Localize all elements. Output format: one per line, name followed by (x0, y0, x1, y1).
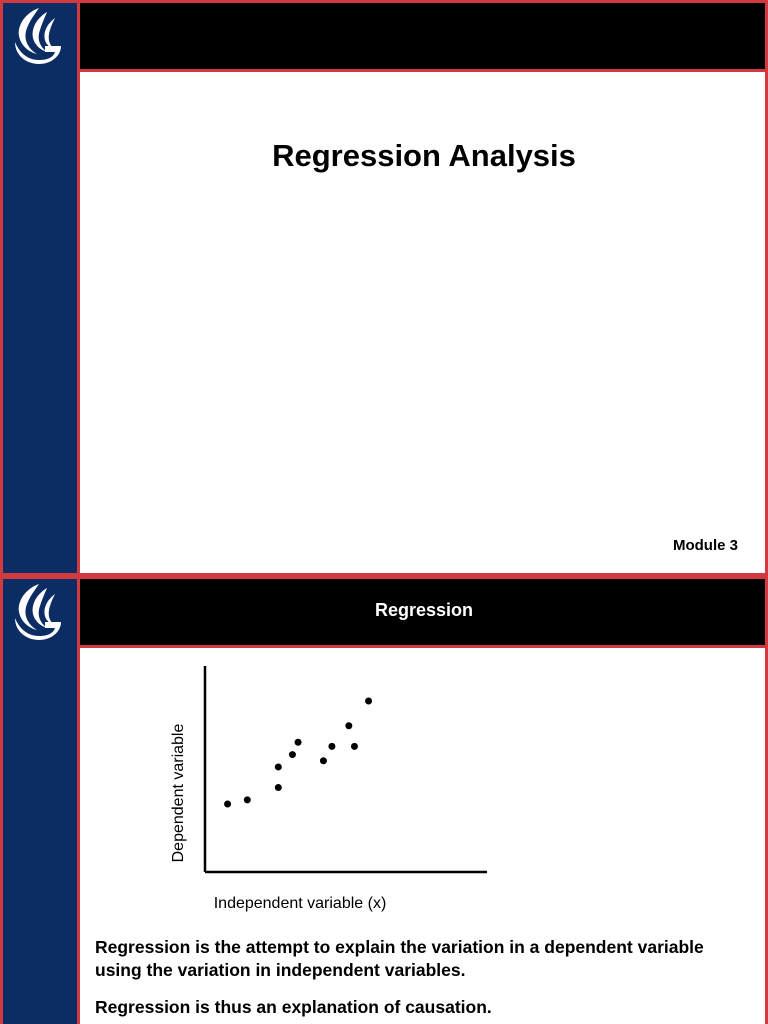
paragraph-definition: Regression is the attempt to explain the… (95, 937, 704, 980)
data-point-4 (288, 751, 296, 759)
data-point-9 (350, 742, 358, 750)
sidebar (0, 0, 80, 576)
data-point-3 (274, 763, 282, 771)
title-slide: Regression Analysis Module 3 (0, 0, 768, 576)
header-bar: Regression (80, 576, 768, 648)
sidebar (0, 576, 80, 1024)
data-point-0 (224, 800, 232, 808)
module-label: Module 3 (672, 537, 738, 554)
x-axis-label: Independent variable (x) (214, 895, 387, 912)
header-title: Regression (374, 600, 474, 620)
header-bar (80, 0, 768, 72)
data-point-7 (328, 742, 336, 750)
flame-logo-icon (15, 584, 61, 640)
slide-title: Regression Analysis (272, 138, 576, 173)
slide-border (0, 0, 768, 576)
data-point-10 (365, 697, 373, 705)
y-axis-label: Dependent variable (170, 724, 187, 863)
paragraph-causation: Regression is thus an explanation of cau… (95, 997, 492, 1017)
scatter-plot: Independent variable (x) Dependent varia… (170, 666, 487, 912)
data-point-1 (243, 796, 251, 804)
data-points (224, 697, 373, 808)
data-point-6 (319, 757, 327, 765)
data-point-8 (345, 722, 353, 730)
data-point-2 (274, 784, 282, 792)
regression-slide: Regression Independent variable (x) Depe… (0, 576, 768, 1024)
flame-logo-icon (15, 8, 61, 64)
data-point-5 (294, 738, 302, 746)
